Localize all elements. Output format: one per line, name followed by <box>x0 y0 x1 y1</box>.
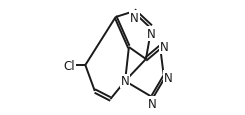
Text: N: N <box>160 41 169 54</box>
Text: N: N <box>130 12 139 25</box>
Text: N: N <box>160 41 169 54</box>
Text: Cl: Cl <box>63 59 75 72</box>
Text: N: N <box>121 75 129 88</box>
Text: N: N <box>121 75 129 88</box>
Text: N: N <box>147 28 156 41</box>
Text: N: N <box>148 97 157 110</box>
Text: N: N <box>148 97 157 110</box>
Text: N: N <box>130 12 139 25</box>
Text: N: N <box>147 28 156 41</box>
Text: N: N <box>164 71 173 84</box>
Text: N: N <box>164 71 173 84</box>
Text: Cl: Cl <box>63 59 75 72</box>
